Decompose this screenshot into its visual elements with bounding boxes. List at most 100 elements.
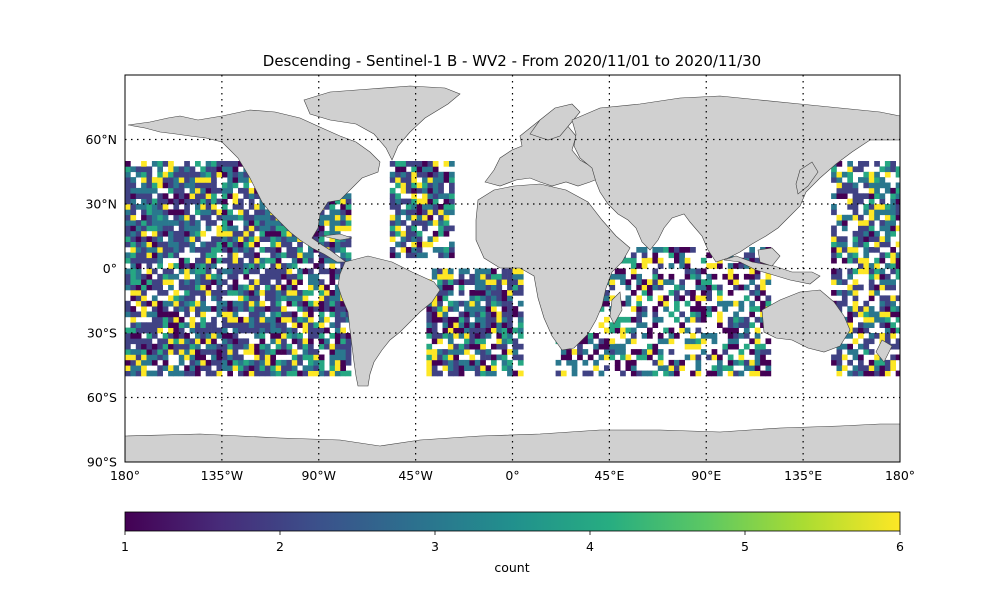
heatmap-cell xyxy=(318,252,325,259)
heatmap-cell xyxy=(614,327,621,334)
heatmap-cell xyxy=(248,252,255,259)
heatmap-cell xyxy=(221,322,228,328)
heatmap-cell xyxy=(162,230,169,237)
heatmap-cell xyxy=(469,306,476,312)
heatmap-cell xyxy=(329,263,336,269)
lon-tick-label: 0° xyxy=(505,468,519,483)
heatmap-cell xyxy=(297,354,303,361)
heatmap-cell xyxy=(491,290,497,296)
heatmap-cell xyxy=(765,300,772,307)
heatmap-cell xyxy=(668,290,675,296)
heatmap-cell xyxy=(340,343,346,350)
heatmap-cell xyxy=(690,306,696,312)
heatmap-cell xyxy=(340,349,346,355)
heatmap-cell xyxy=(291,365,298,371)
heatmap-cell xyxy=(668,359,675,366)
heatmap-cell xyxy=(847,171,853,178)
heatmap-cell xyxy=(189,284,196,291)
heatmap-cell xyxy=(652,359,659,366)
heatmap-cell xyxy=(416,252,423,259)
heatmap-cell xyxy=(291,316,298,323)
heatmap-cell xyxy=(184,198,190,205)
heatmap-cell xyxy=(264,257,271,264)
heatmap-cell xyxy=(227,359,233,366)
heatmap-cell xyxy=(863,338,870,345)
heatmap-cell xyxy=(162,241,169,248)
heatmap-cell xyxy=(684,300,691,307)
heatmap-cell xyxy=(141,182,147,189)
heatmap-cell xyxy=(141,338,147,345)
heatmap-cell xyxy=(275,230,282,237)
heatmap-cell xyxy=(259,338,266,345)
heatmap-cell xyxy=(308,247,314,253)
heatmap-cell xyxy=(318,333,325,339)
heatmap-cell xyxy=(151,161,158,167)
heatmap-cell xyxy=(173,306,180,312)
heatmap-cell xyxy=(700,284,707,291)
heatmap-cell xyxy=(663,295,669,302)
heatmap-cell xyxy=(847,349,853,355)
heatmap-cell xyxy=(884,300,891,307)
heatmap-cell xyxy=(765,370,772,377)
heatmap-cell xyxy=(318,322,325,328)
heatmap-cell xyxy=(329,333,336,339)
heatmap-cell xyxy=(216,247,223,253)
heatmap-cell xyxy=(695,300,702,307)
heatmap-cell xyxy=(178,193,185,199)
heatmap-cell xyxy=(411,247,417,253)
heatmap-cell xyxy=(868,279,875,285)
heatmap-cell xyxy=(130,370,137,377)
heatmap-cell xyxy=(157,198,163,205)
heatmap-cell xyxy=(679,311,685,318)
heatmap-cell xyxy=(275,247,282,253)
heatmap-cell xyxy=(458,359,465,366)
heatmap-cell xyxy=(847,247,853,253)
heatmap-cell xyxy=(437,316,443,323)
heatmap-cell xyxy=(291,349,298,355)
heatmap-cell xyxy=(449,204,455,210)
heatmap-cell xyxy=(162,177,169,183)
heatmap-cell xyxy=(858,177,864,183)
map-area xyxy=(125,75,900,462)
heatmap-cell xyxy=(427,187,434,194)
heatmap-cell xyxy=(259,306,266,312)
heatmap-cell xyxy=(254,284,260,291)
heatmap-cell xyxy=(178,177,185,183)
heatmap-cell xyxy=(765,279,772,285)
heatmap-cell xyxy=(609,273,616,280)
heatmap-cell xyxy=(754,333,761,339)
heatmap-cell xyxy=(238,295,244,302)
heatmap-cell xyxy=(722,327,729,334)
heatmap-cell xyxy=(168,311,174,318)
heatmap-cell xyxy=(874,290,880,296)
heatmap-cell xyxy=(641,354,648,361)
heatmap-cell xyxy=(620,327,626,334)
heatmap-cell xyxy=(485,306,492,312)
heatmap-cell xyxy=(125,204,131,210)
heatmap-cell xyxy=(254,220,260,226)
heatmap-cell xyxy=(517,290,524,296)
heatmap-cell xyxy=(432,187,439,194)
heatmap-cell xyxy=(227,338,233,345)
heatmap-cell xyxy=(162,333,169,339)
heatmap-cell xyxy=(173,177,180,183)
heatmap-cell xyxy=(270,241,276,248)
heatmap-cell xyxy=(442,349,449,355)
heatmap-cell xyxy=(836,177,843,183)
heatmap-cell xyxy=(432,182,439,189)
heatmap-cell xyxy=(852,182,859,189)
heatmap-cell xyxy=(248,327,255,334)
heatmap-cell xyxy=(695,338,702,345)
heatmap-cell xyxy=(657,333,664,339)
heatmap-cell xyxy=(248,187,255,194)
heatmap-cell xyxy=(507,268,513,275)
heatmap-cell xyxy=(243,220,250,226)
heatmap-cell xyxy=(130,295,137,302)
heatmap-cell xyxy=(125,214,131,221)
lon-tick-label: 180° xyxy=(885,468,915,483)
heatmap-cell xyxy=(447,273,454,280)
heatmap-cell xyxy=(281,349,287,355)
heatmap-cell xyxy=(727,263,734,269)
heatmap-cell xyxy=(238,214,244,221)
heatmap-cell xyxy=(270,306,276,312)
